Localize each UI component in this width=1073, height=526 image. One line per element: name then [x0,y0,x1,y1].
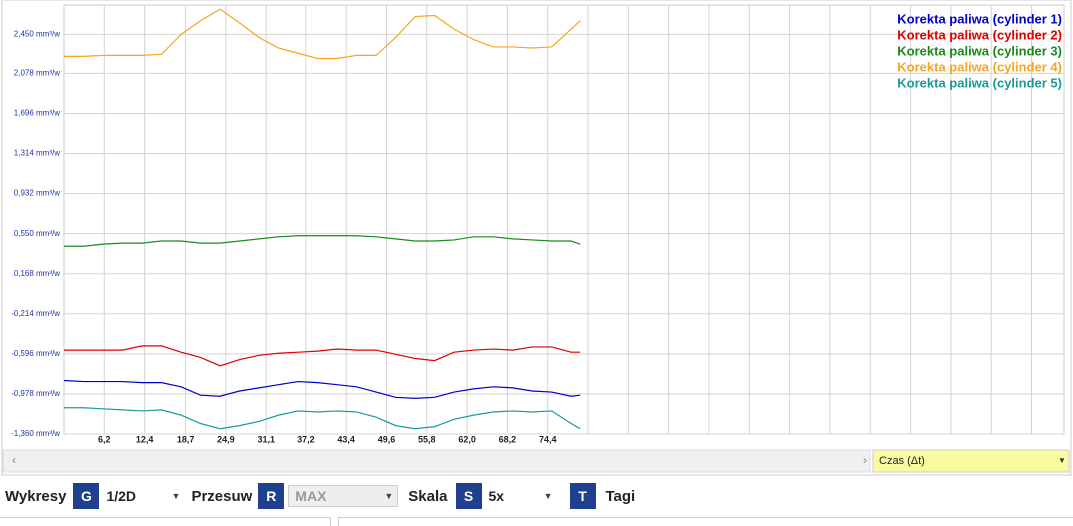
shift-value: MAX [295,488,327,504]
x-tick-label: 43,4 [337,434,355,444]
legend-entry: Korekta paliwa (cylinder 5) [897,75,1062,90]
x-tick-label: 62,0 [458,434,476,444]
series-line [64,345,581,367]
legend-entry: Korekta paliwa (cylinder 1) [897,11,1062,26]
x-tick-label: 68,2 [499,434,517,444]
x-tick-label: 74,4 [539,434,557,444]
x-tick-label: 55,8 [418,434,436,444]
x-tick-label: 31,1 [257,434,275,444]
legend-entry: Korekta paliwa (cylinder 2) [897,27,1062,42]
x-tick-label: 6,2 [98,434,111,444]
y-tick-label: -0,596 mm³/w [11,349,60,358]
x-tick-label: 37,2 [297,434,315,444]
y-tick-label: 1,696 mm³/w [14,109,60,118]
scale-key[interactable]: S [455,483,482,509]
y-tick-label: -1,360 mm³/w [11,429,60,438]
x-axis-select-label: Czas (Δt) [879,455,925,467]
scale-label: Skala [408,487,448,505]
y-tick-label: -0,214 mm³/w [11,309,60,318]
scale-select[interactable]: 5x ▼ [482,485,558,507]
x-axis-select[interactable] [872,449,1070,473]
shift-select[interactable]: MAX ▼ [288,485,399,507]
y-tick-label: 1,314 mm³/w [14,149,60,158]
charts-key[interactable]: G [73,483,100,509]
x-tick-label: 49,6 [378,434,396,444]
scroll-right[interactable]: › [863,453,867,467]
panel-edge [0,517,331,526]
y-tick-label: 0,168 mm³/w [14,269,60,278]
y-tick-label: 2,078 mm³/w [14,68,60,77]
legend-entry: Korekta paliwa (cylinder 4) [897,59,1062,74]
charts-value: 1/2D [106,488,137,504]
legend-entry: Korekta paliwa (cylinder 3) [897,43,1062,58]
series-line [64,235,581,247]
y-tick-label: 0,550 mm³/w [14,229,60,238]
series-line [64,407,581,430]
scroll-left[interactable]: ‹ [12,453,16,467]
tags-label: Tagi [605,487,636,505]
caret: ▼ [171,491,181,501]
charts-select[interactable]: 1/2D ▼ [99,485,185,507]
shift-label: Przesuw [191,487,253,505]
x-tick-label: 18,7 [177,434,195,444]
caret: ▼ [543,491,553,501]
y-tick-label: 2,450 mm³/w [14,29,60,38]
chart: ‹ › Czas (Δt) ▼ -1,360 mm³/w -0,978 mm³/w… [1,0,1072,476]
select-caret: ▼ [1058,456,1066,465]
charts-label: Wykresy [5,487,67,505]
x-tick-label: 12,4 [136,434,154,444]
series-line [63,379,581,399]
shift-key[interactable]: R [258,483,285,509]
scrollbar[interactable] [2,449,871,473]
tags-key[interactable]: T [569,483,596,509]
scale-value: 5x [488,488,505,504]
toolbar: Wykresy G 1/2D ▼ Przesuw R MAX ▼ Skala S 5… [5,483,635,509]
x-tick-label: 24,9 [217,434,235,444]
panel-edge [338,517,1073,526]
y-tick-label: -0,978 mm³/w [11,389,60,398]
y-tick-label: 0,932 mm³/w [14,189,60,198]
caret: ▼ [384,491,394,501]
series-line [64,8,581,60]
